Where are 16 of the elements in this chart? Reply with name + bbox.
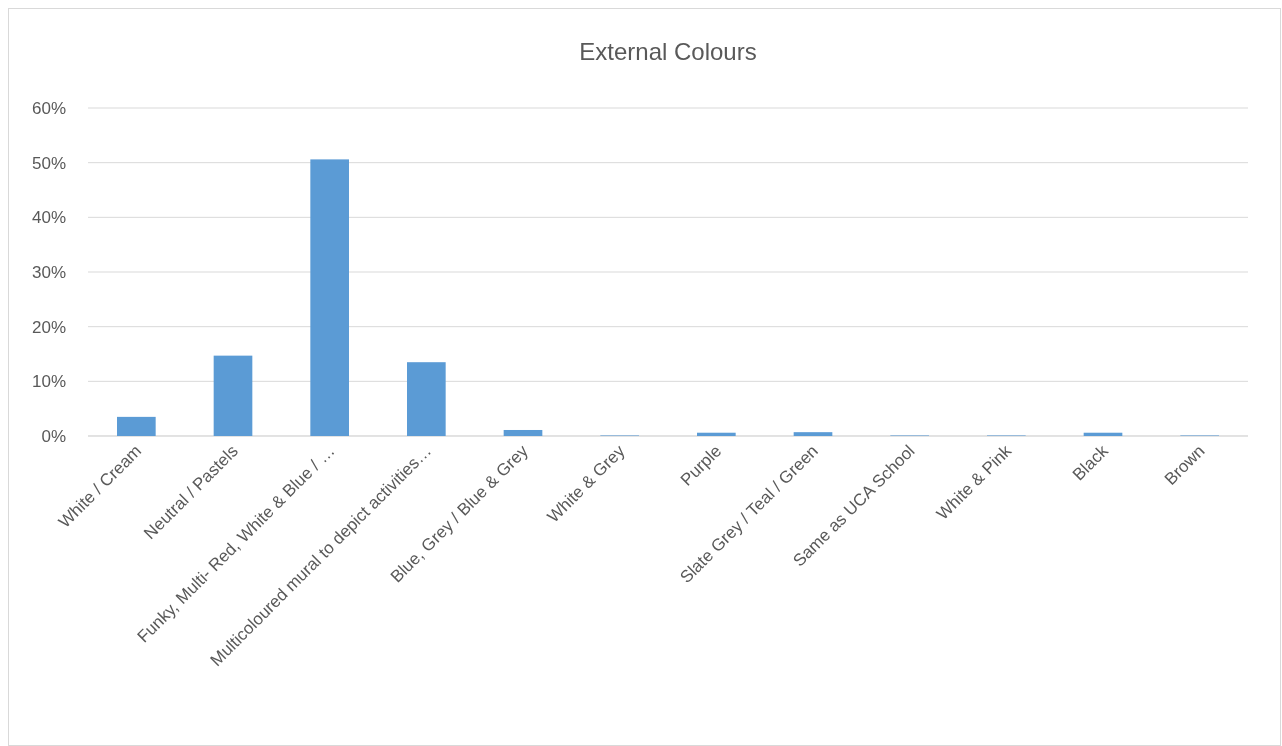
bar [213,355,253,436]
bar [310,159,349,436]
y-tick-label: 30% [31,262,66,282]
bar [793,432,833,436]
y-tick-label: 0% [41,426,66,446]
y-tick-label: 10% [31,372,66,392]
y-tick-label: 50% [31,153,66,173]
y-tick-label: 40% [31,208,66,228]
bar [503,429,543,436]
bar [407,362,446,436]
y-tick-label: 60% [31,98,66,118]
y-tick-label: 20% [31,317,66,337]
bar [697,432,736,436]
bar [117,416,156,436]
bar [1083,432,1123,436]
chart-title: External Colours [579,38,757,65]
